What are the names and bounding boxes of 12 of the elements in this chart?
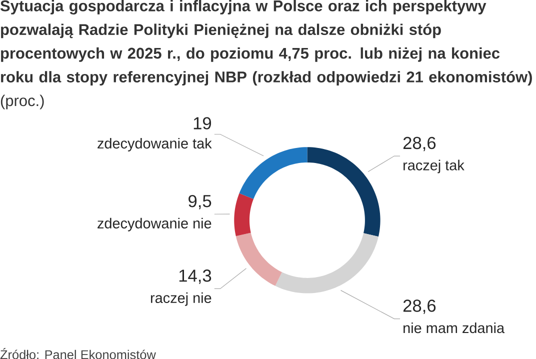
slice-label: raczej nie bbox=[150, 292, 212, 306]
data-label: 9,5 bbox=[188, 194, 212, 210]
slice-label: nie mam zdania bbox=[404, 322, 505, 334]
slice-label: zdecydowanie nie bbox=[98, 218, 212, 232]
data-label: 19 bbox=[194, 117, 212, 130]
data-label: 14,3 bbox=[179, 269, 212, 284]
slice-label: raczej tak bbox=[404, 160, 464, 174]
data-label: 28,6 bbox=[403, 300, 436, 314]
chart-title: Sytuacja gospodarcza i inflacyjna w Polsce oraz ich perspektywy pozwalają Radzie Polityki Pieniężnej na dalsze obniżki stóp procentowych w 2025 r., do poziomu 4,75 proc. lub niżej na koniec roku dla stopy referencyjnej NBP (rozkład odpowiedzi 21 ekonomistów) (proc.) bbox=[0, 0, 532, 110]
data-label: 28,6 bbox=[403, 136, 436, 152]
text: Źródło: Panel Ekonomistów bbox=[0, 348, 156, 359]
slice-label: zdecydowanie tak bbox=[98, 138, 212, 152]
